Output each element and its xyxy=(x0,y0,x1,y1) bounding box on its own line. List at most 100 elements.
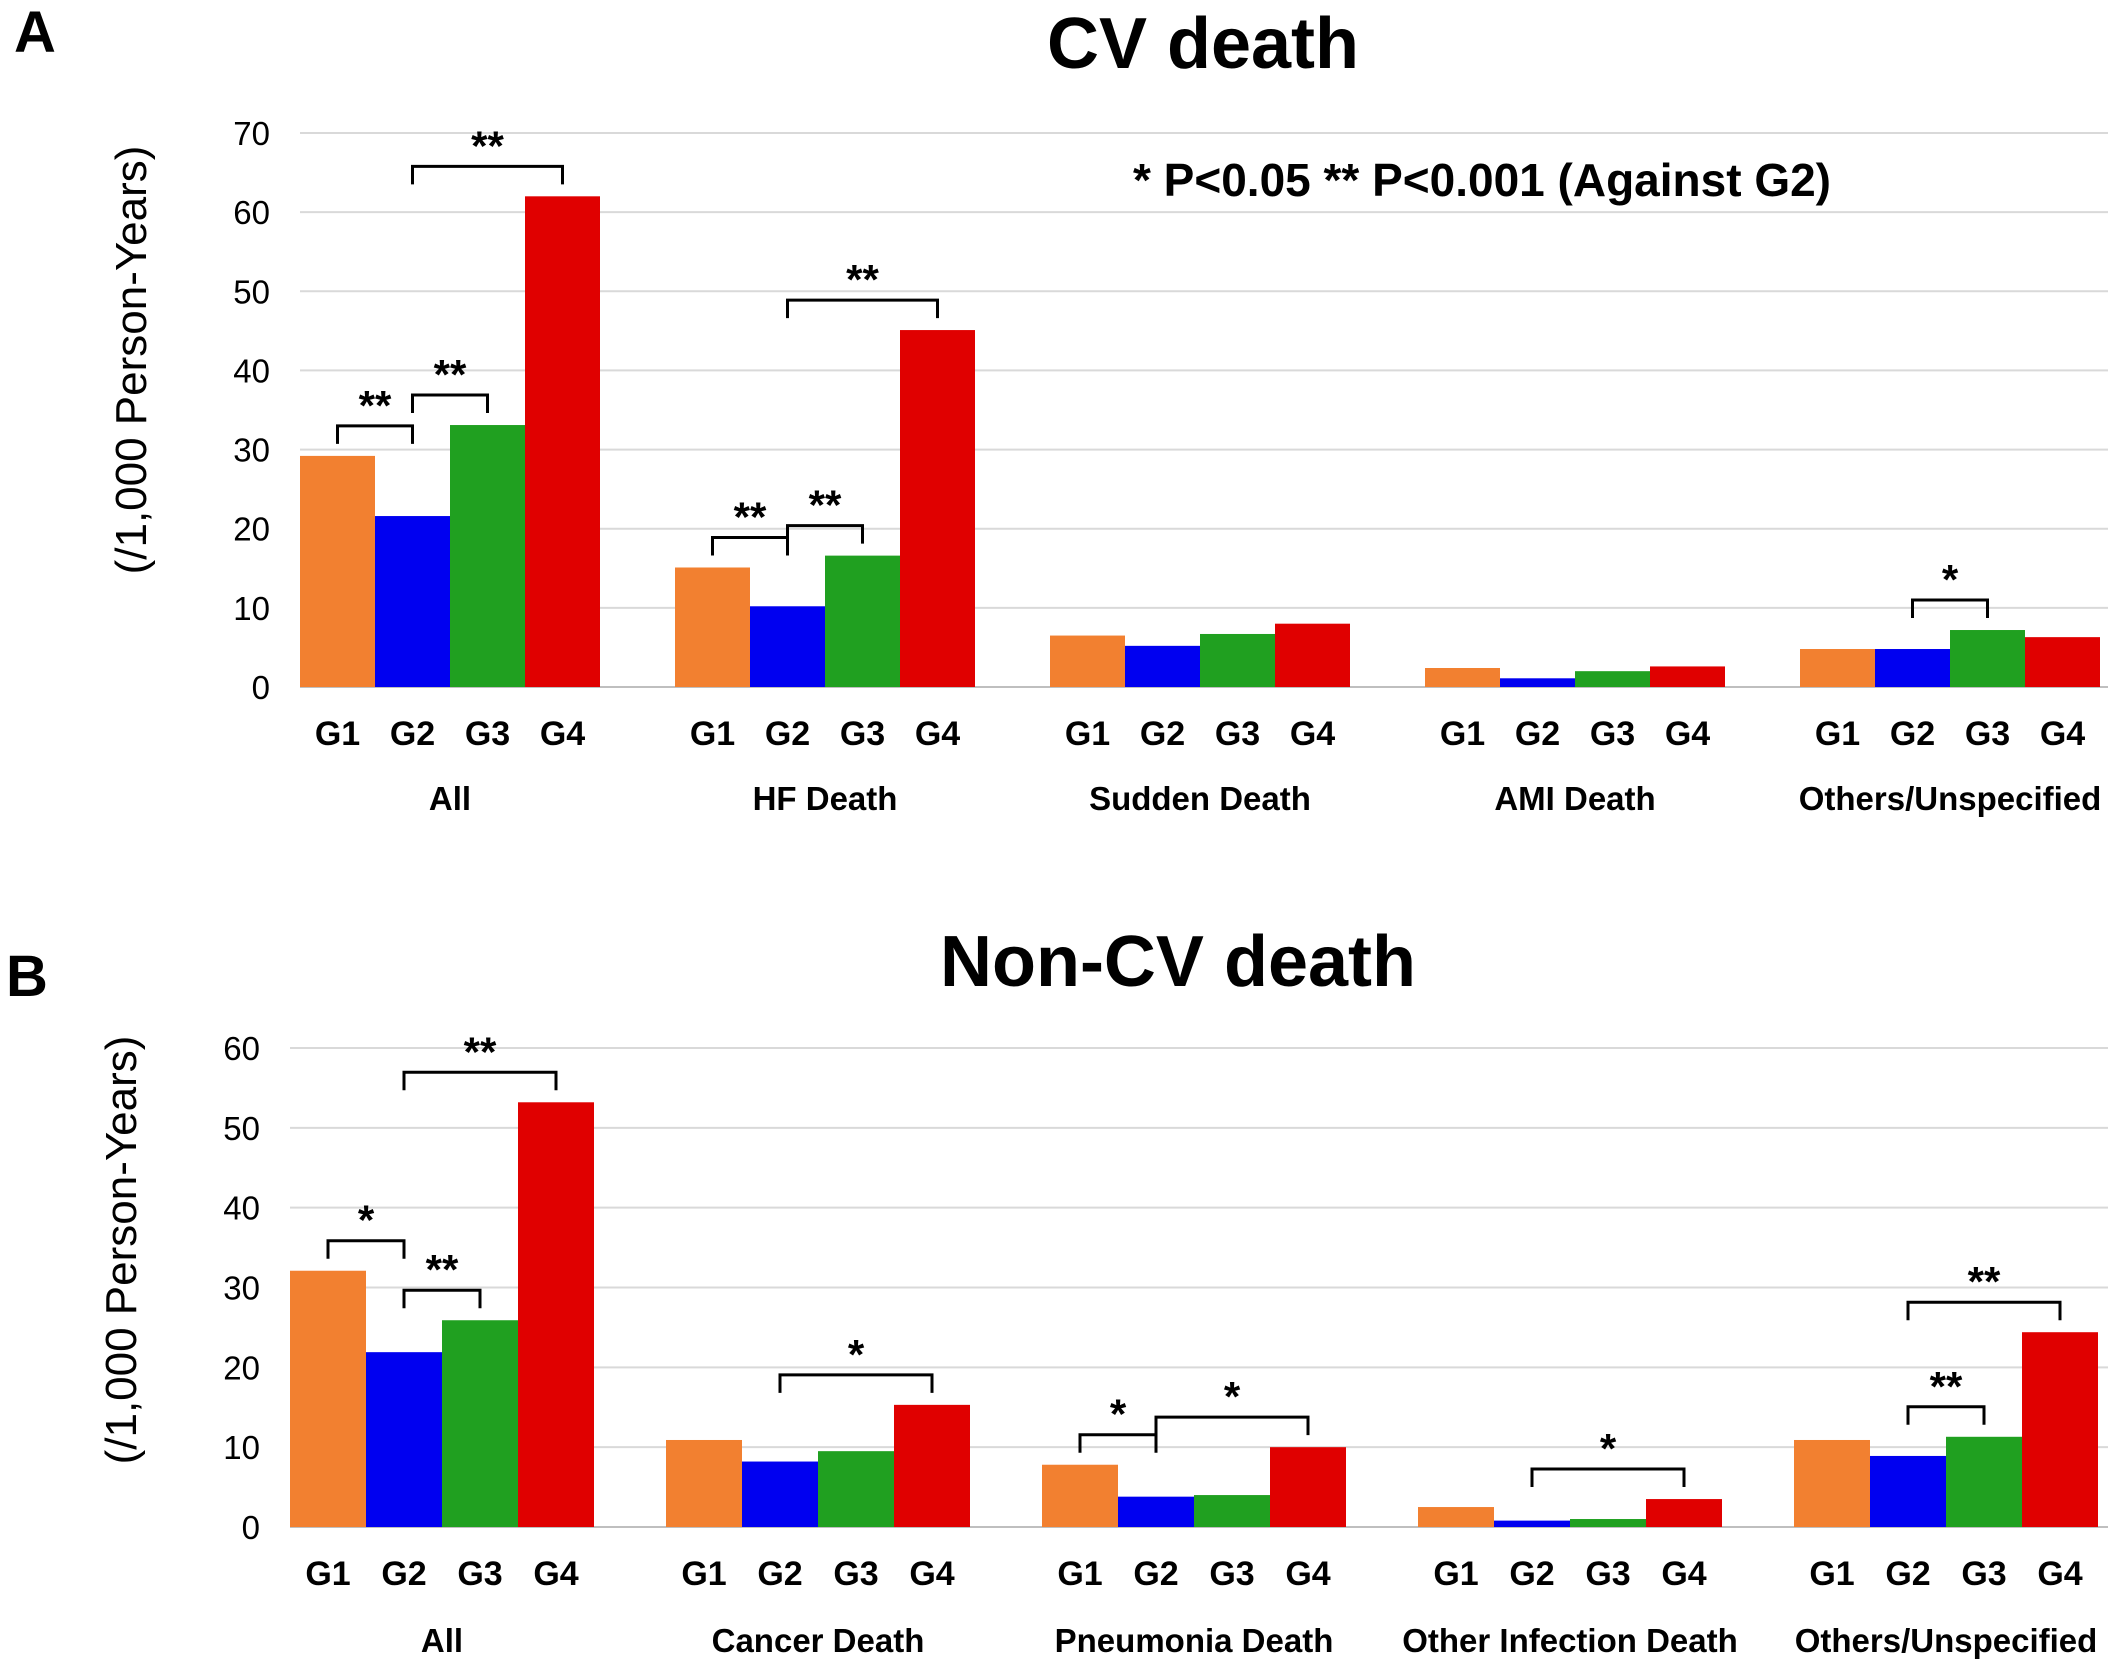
y-tick-label: 40 xyxy=(223,1190,260,1227)
bar-g1 xyxy=(675,567,750,687)
x-tick-label: G1 xyxy=(1065,715,1110,753)
bar-g3 xyxy=(1194,1495,1270,1527)
group-label: HF Death xyxy=(753,780,898,817)
x-tick-label: G4 xyxy=(533,1555,578,1593)
significance-marker: ** xyxy=(846,256,879,303)
bar-group: G1 G2 G3 G4 HF Death ** ** ** xyxy=(675,256,975,817)
bar-g2 xyxy=(1500,678,1575,687)
x-tick-label: G1 xyxy=(305,1555,350,1593)
bar-g1 xyxy=(1418,1507,1494,1527)
significance-bracket xyxy=(711,535,789,556)
bar-group: G1 G2 G3 G4 Pneumonia Death * * xyxy=(1042,1373,1346,1659)
bar-g3 xyxy=(450,425,525,687)
x-tick-label: G3 xyxy=(465,715,510,753)
bar-g4 xyxy=(900,330,975,687)
x-tick-label: G2 xyxy=(1515,715,1560,753)
bar-g4 xyxy=(1650,666,1725,687)
bar-g3 xyxy=(1946,1436,2022,1527)
x-tick-label: G1 xyxy=(1440,715,1485,753)
y-tick-label: 0 xyxy=(252,669,270,706)
bar-group: G1 G2 G3 G4 All ** ** ** xyxy=(300,122,600,817)
group-label: Pneumonia Death xyxy=(1055,1622,1334,1659)
x-tick-label: G1 xyxy=(1057,1555,1102,1593)
significance-bracket xyxy=(411,393,489,414)
significance-marker: ** xyxy=(359,382,392,429)
x-tick-label: G1 xyxy=(690,715,735,753)
bar-g4 xyxy=(2022,1332,2098,1527)
bar-g3 xyxy=(1200,633,1275,687)
x-tick-label: G4 xyxy=(1661,1555,1706,1593)
significance-bracket xyxy=(336,424,414,444)
significance-bracket xyxy=(786,524,864,544)
bar-group: G1 G2 G3 G4 Other Infection Death * xyxy=(1402,1425,1738,1659)
significance-bracket xyxy=(402,1070,558,1091)
group-label: All xyxy=(429,780,471,817)
bar-g2 xyxy=(1118,1496,1194,1527)
bar-g2 xyxy=(1125,645,1200,687)
x-tick-label: G2 xyxy=(1140,715,1185,753)
x-tick-label: G4 xyxy=(915,715,960,753)
significance-bracket xyxy=(1911,598,1989,619)
significance-marker: * xyxy=(1110,1391,1127,1438)
x-tick-label: G2 xyxy=(1509,1555,1554,1593)
chart-title: CV death xyxy=(1047,4,1359,84)
x-tick-label: G3 xyxy=(1590,715,1635,753)
y-tick-label: 60 xyxy=(223,1030,260,1067)
significance-bracket xyxy=(411,164,564,185)
bar-g2 xyxy=(375,516,450,687)
bar-group: G1 G2 G3 G4 Cancer Death * xyxy=(666,1331,970,1659)
bar-g3 xyxy=(1575,671,1650,687)
x-tick-label: G1 xyxy=(1809,1555,1854,1593)
bar-g1 xyxy=(1794,1439,1870,1527)
x-tick-label: G3 xyxy=(457,1555,502,1593)
significance-bracket xyxy=(1906,1300,2062,1321)
x-tick-label: G3 xyxy=(840,715,885,753)
y-tick-label: 60 xyxy=(233,194,270,231)
x-tick-label: G3 xyxy=(1585,1555,1630,1593)
significance-bracket xyxy=(786,298,939,319)
bar-g2 xyxy=(750,606,825,687)
x-tick-label: G4 xyxy=(1290,715,1335,753)
bar-g3 xyxy=(818,1451,894,1527)
panel-b-non-cv-death-chart: B Non-CV death (/1,000 Person-Years) 0 10 20 3… xyxy=(6,922,2108,1659)
x-tick-label: G2 xyxy=(381,1555,426,1593)
x-tick-label: G1 xyxy=(315,715,360,753)
bar-g1 xyxy=(1800,649,1875,687)
bar-g1 xyxy=(666,1439,742,1527)
significance-marker: ** xyxy=(1968,1258,2001,1305)
y-tick-label: 30 xyxy=(233,432,270,469)
y-tick-label: 50 xyxy=(223,1110,260,1147)
significance-marker: ** xyxy=(464,1028,497,1075)
bar-g4 xyxy=(525,196,600,688)
bar-g4 xyxy=(1275,623,1350,687)
significance-marker: ** xyxy=(734,493,767,540)
significance-marker: ** xyxy=(434,351,467,398)
bar-g2 xyxy=(742,1461,818,1527)
y-tick-label: 40 xyxy=(233,352,270,389)
bar-g4 xyxy=(1270,1447,1346,1527)
panel-letter: A xyxy=(14,0,56,65)
bar-g3 xyxy=(1570,1519,1646,1527)
x-tick-label: G2 xyxy=(1885,1555,1930,1593)
group-label: AMI Death xyxy=(1494,780,1655,817)
chart-title: Non-CV death xyxy=(940,922,1416,1002)
y-tick-label: 50 xyxy=(233,273,270,310)
panel-letter: B xyxy=(6,944,48,1009)
y-tick-label: 0 xyxy=(242,1509,260,1546)
significance-marker: ** xyxy=(1930,1363,1963,1410)
x-tick-label: G2 xyxy=(390,715,435,753)
x-tick-label: G1 xyxy=(681,1555,726,1593)
x-tick-label: G1 xyxy=(1815,715,1860,753)
bar-g4 xyxy=(2025,637,2100,687)
significance-marker: * xyxy=(1224,1373,1241,1420)
bar-g1 xyxy=(290,1270,366,1527)
bar-g2 xyxy=(1870,1455,1946,1527)
bar-group: G1 G2 G3 G4 Sudden Death xyxy=(1050,623,1350,817)
significance-bracket xyxy=(402,1288,482,1309)
bar-group: G1 G2 G3 G4 Others/Unspecified ** ** xyxy=(1794,1258,2098,1659)
x-tick-label: G4 xyxy=(909,1555,954,1593)
y-tick-label: 30 xyxy=(223,1270,260,1307)
group-label: Sudden Death xyxy=(1089,780,1311,817)
